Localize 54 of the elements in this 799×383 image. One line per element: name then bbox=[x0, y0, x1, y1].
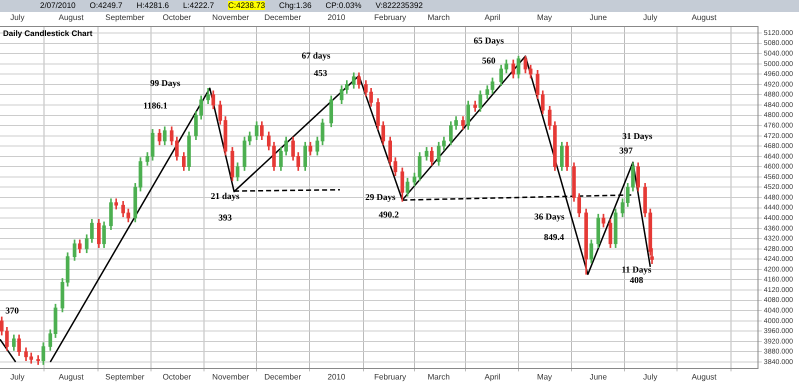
annotation: 370 bbox=[5, 306, 20, 316]
text: Chg:1.36 bbox=[279, 1, 312, 10]
annotation: 490.2 bbox=[378, 210, 400, 220]
text: 2/07/2010 bbox=[40, 1, 76, 10]
annotation: 453 bbox=[314, 68, 328, 78]
x2-tick-label: May bbox=[536, 13, 552, 22]
x2-tick-label: December bbox=[264, 13, 302, 22]
annotation: 11 Days bbox=[622, 264, 652, 275]
x2-tick-label: July bbox=[643, 13, 658, 22]
x-tick-label: February bbox=[374, 372, 406, 382]
annotation: 31 Days bbox=[622, 130, 653, 141]
text: H:4281.6 bbox=[136, 1, 169, 10]
x-tick-label: August bbox=[692, 372, 718, 382]
x2-tick-label: June bbox=[590, 13, 608, 22]
annotation: 408 bbox=[630, 275, 644, 286]
x-tick-label: July bbox=[10, 372, 24, 382]
annotation: 560 bbox=[482, 55, 496, 66]
x-tick-label: June bbox=[590, 372, 608, 382]
annotation: 1186.1 bbox=[143, 100, 168, 111]
x2-tick-label: September bbox=[105, 13, 145, 22]
x2-tick-label: August bbox=[692, 13, 718, 22]
text: L:4222.7 bbox=[182, 1, 214, 10]
x-tick-label: September bbox=[105, 372, 145, 382]
annotation: 29 Days bbox=[365, 192, 396, 202]
text: C:4238.73 bbox=[228, 1, 266, 10]
text: O:4249.7 bbox=[90, 1, 123, 10]
x2-tick-label: March bbox=[428, 13, 450, 22]
x2-tick-label: August bbox=[58, 13, 84, 22]
x2-tick-label: February bbox=[374, 13, 406, 22]
x2-tick-label: July bbox=[10, 13, 24, 22]
x-tick-label: August bbox=[58, 372, 84, 382]
annotation: 397 bbox=[619, 146, 634, 156]
x2-tick-label: October bbox=[162, 13, 192, 22]
annotation: 99 Days bbox=[150, 78, 181, 88]
x2-tick-label: November bbox=[212, 13, 250, 22]
text: CP:0.03% bbox=[326, 1, 362, 10]
annotation: 65 Days bbox=[474, 36, 504, 46]
x-tick-label: December bbox=[264, 372, 302, 382]
annotation: 67 days bbox=[302, 50, 331, 60]
x-tick-label: May bbox=[536, 372, 552, 382]
x2-tick-label: 2010 bbox=[328, 13, 346, 22]
annotation: 36 Days bbox=[534, 211, 566, 222]
annotation: 849.4 bbox=[544, 232, 565, 242]
annotation: 21 days bbox=[210, 190, 240, 201]
text: V:822235392 bbox=[376, 1, 423, 10]
x-tick-label: November bbox=[212, 372, 250, 382]
x-tick-label: March bbox=[428, 372, 450, 382]
x2-tick-label: April bbox=[484, 13, 501, 22]
x-tick-label: 2010 bbox=[328, 372, 346, 382]
x-tick-label: July bbox=[643, 372, 658, 382]
x-tick-label: April bbox=[484, 372, 501, 382]
annotation: 393 bbox=[218, 212, 232, 222]
chart-title: Daily Candlestick Chart bbox=[3, 28, 93, 38]
x-tick-label: October bbox=[162, 372, 192, 382]
